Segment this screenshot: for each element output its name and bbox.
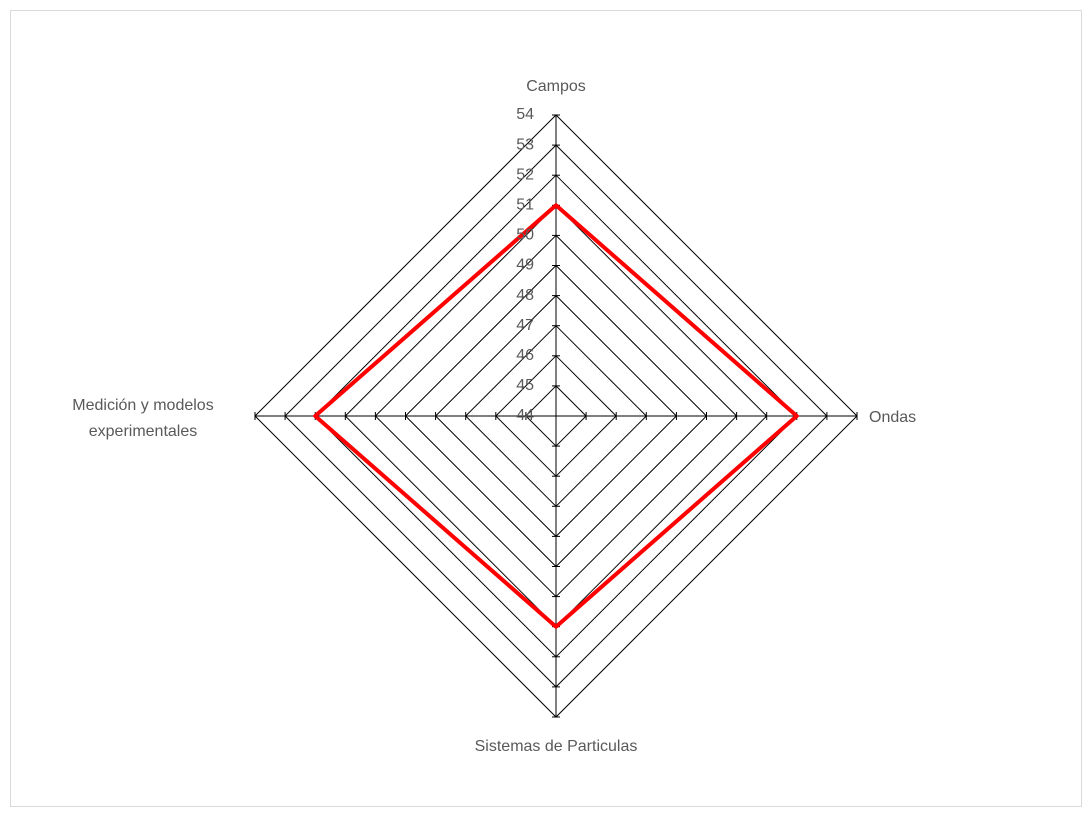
r-tick-label: 50 bbox=[516, 227, 534, 244]
r-tick-label: 45 bbox=[516, 377, 534, 394]
chart-border bbox=[10, 10, 1082, 807]
r-tick-label: 53 bbox=[516, 136, 534, 153]
r-tick-label: 49 bbox=[516, 257, 534, 274]
r-tick-label: 46 bbox=[516, 347, 534, 364]
r-tick-label: 52 bbox=[516, 166, 534, 183]
category-label: Sistemas de Particulas bbox=[474, 738, 638, 755]
series-line bbox=[313, 203, 799, 629]
category-label: Medición y modelos experimentales bbox=[72, 397, 214, 440]
r-tick-label: 47 bbox=[516, 317, 534, 334]
category-label: Ondas bbox=[869, 409, 917, 426]
category-label: Campos bbox=[526, 78, 586, 95]
r-tick-label: 44 bbox=[516, 407, 534, 424]
r-tick-label: 51 bbox=[516, 197, 534, 214]
r-tick-label: 48 bbox=[516, 287, 534, 304]
r-tick-label: 54 bbox=[516, 106, 534, 123]
